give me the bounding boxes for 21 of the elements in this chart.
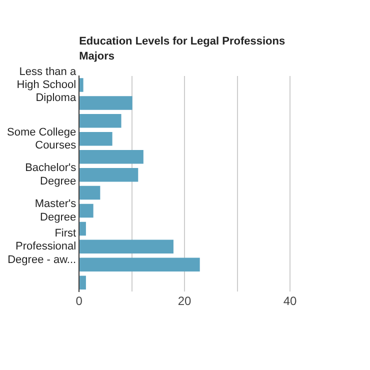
- bar: [80, 150, 144, 164]
- y-tick-label: Bachelor's Degree: [25, 162, 77, 188]
- bar: [80, 258, 200, 272]
- bar: [80, 186, 100, 200]
- bar: [80, 276, 86, 290]
- bar: [80, 240, 174, 254]
- bar: [80, 96, 132, 110]
- y-tick-label: Master's Degree: [34, 198, 77, 224]
- x-tick-label: 20: [178, 294, 192, 308]
- bar: [80, 204, 94, 218]
- y-tick-label: First Professional Degree - aw...: [8, 228, 76, 266]
- chart-title: Education Levels for Legal Professions Majors: [79, 36, 286, 63]
- bar: [80, 168, 138, 182]
- y-tick-label: Some College Courses: [7, 126, 77, 152]
- bar: [80, 114, 122, 128]
- bar: [80, 78, 84, 92]
- y-tick-label: Less than a High School Diploma: [16, 66, 77, 104]
- bar: [80, 132, 112, 146]
- x-tick-label: 40: [283, 294, 297, 308]
- bar: [80, 222, 86, 236]
- x-tick-label: 0: [76, 294, 83, 308]
